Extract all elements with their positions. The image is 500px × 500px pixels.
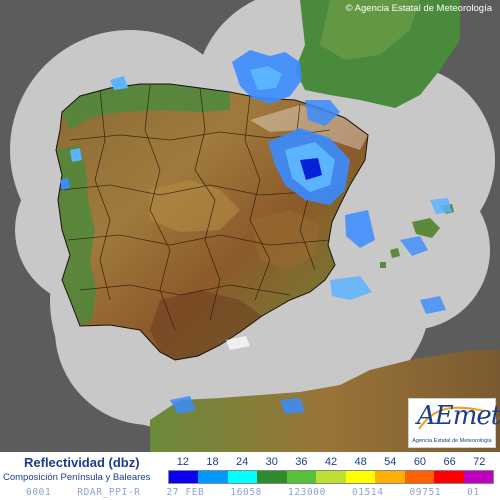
legend-label-36: 36 — [295, 456, 308, 468]
legend-swatch-12 — [169, 471, 199, 483]
legend-swatch-60 — [404, 471, 435, 483]
legend-label-54: 54 — [384, 456, 397, 468]
aemet-logo[interactable]: AEmet Agencia Estatal de Meteorología — [408, 398, 500, 448]
reflectivity-legend: Reflectividad (dbz) Composición Penínsul… — [0, 452, 500, 486]
legend-swatch-54 — [375, 471, 405, 483]
legend-swatch-42 — [316, 471, 346, 483]
status-token: 09751 — [409, 487, 442, 498]
legend-swatch-18 — [198, 471, 228, 483]
legend-label-66: 66 — [443, 456, 456, 468]
logo-subtitle: Agencia Estatal de Meteorología — [412, 438, 492, 444]
legend-label-48: 48 — [354, 456, 367, 468]
legend-color-scale: 12 18 24 30 36 42 48 54 60 66 72 — [168, 455, 494, 484]
status-token: 16058 — [230, 487, 263, 498]
legend-swatch-36 — [286, 471, 317, 483]
legend-swatch-30 — [257, 471, 287, 483]
status-token: RDAR_PPI-R — [77, 487, 141, 498]
legend-label-24: 24 — [235, 456, 249, 468]
status-token: 123000 — [288, 487, 326, 498]
legend-label-60: 60 — [413, 456, 427, 468]
legend-swatch-66 — [434, 471, 464, 483]
logo-brand: AEmet — [417, 401, 500, 431]
status-token: 27 FEB — [166, 487, 205, 498]
legend-value-labels: 12 18 24 30 36 42 48 54 60 66 72 — [168, 455, 494, 470]
legend-swatch-72 — [463, 471, 493, 483]
legend-label-12: 12 — [176, 456, 189, 468]
precipitation-echoes — [60, 50, 452, 414]
legend-subtitle: Composición Península y Baleares — [3, 472, 151, 483]
status-token: 01514 — [351, 487, 384, 498]
logo-swoosh-icon — [418, 406, 486, 430]
legend-label-42: 42 — [324, 456, 338, 468]
status-token: 0001 — [26, 487, 52, 498]
status-bar: 0001 RDAR_PPI-R 27 FEB 16058 123000 01514 0975… — [0, 486, 500, 500]
legend-title: Reflectividad (dbz) — [24, 455, 140, 470]
legend-label-30: 30 — [265, 456, 278, 468]
legend-swatch-24 — [227, 471, 258, 483]
status-token: 01 — [467, 487, 480, 498]
legend-label-72: 72 — [473, 456, 486, 468]
copyright-notice: © Agencia Estatal de Meteorología — [345, 3, 492, 14]
legend-color-bar — [168, 470, 494, 484]
radar-composite-map — [10, 0, 500, 452]
legend-label-18: 18 — [206, 456, 219, 468]
legend-swatch-48 — [345, 471, 376, 483]
